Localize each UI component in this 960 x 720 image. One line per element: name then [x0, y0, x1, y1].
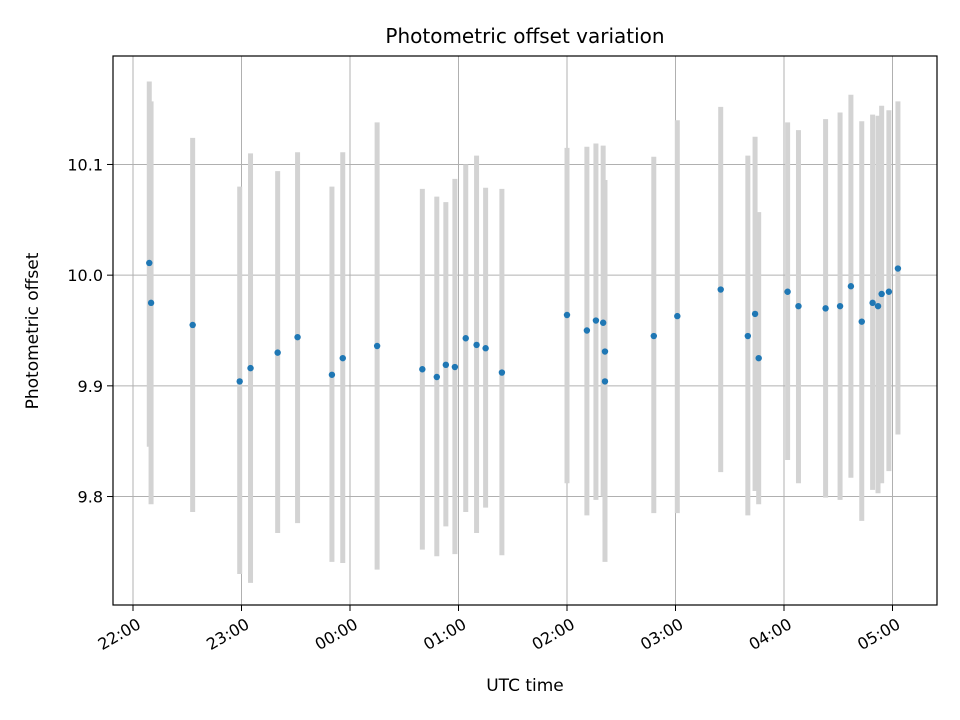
chart-title: Photometric offset variation: [385, 24, 664, 48]
data-point: [836, 302, 844, 310]
y-tick-label: 10.1: [67, 155, 103, 174]
data-point: [869, 299, 876, 307]
data-points: [146, 259, 902, 385]
data-point: [674, 312, 681, 320]
data-point: [717, 286, 724, 293]
data-point: [795, 302, 802, 310]
data-point: [583, 327, 591, 334]
data-point: [146, 259, 153, 267]
data-point: [294, 333, 301, 341]
data-point: [419, 366, 426, 373]
x-axis-label: UTC time: [486, 676, 564, 696]
data-point: [601, 348, 609, 355]
data-point: [442, 361, 450, 369]
y-axis-ticks: 9.8 9.9 10.0 10.1: [67, 155, 113, 507]
data-point: [878, 290, 885, 298]
data-point: [599, 319, 607, 326]
plot-area-frame: [112, 55, 938, 606]
data-point: [247, 364, 254, 372]
data-point: [451, 363, 459, 371]
data-point: [650, 332, 657, 340]
data-point: [601, 378, 609, 385]
y-tick-label: 10.0: [67, 266, 103, 285]
data-point: [433, 373, 440, 381]
data-point: [236, 378, 243, 385]
data-point: [751, 310, 759, 318]
data-point: [462, 335, 469, 342]
data-point: [147, 299, 155, 307]
data-point: [894, 265, 902, 272]
data-point: [847, 283, 855, 290]
y-axis-label: Photometric offset: [23, 252, 43, 409]
data-point: [784, 288, 791, 295]
data-point: [874, 302, 882, 310]
data-point: [822, 305, 829, 312]
data-point: [744, 332, 752, 340]
data-point: [482, 345, 489, 352]
data-point: [885, 288, 893, 295]
data-point: [563, 311, 571, 319]
data-point: [328, 371, 336, 378]
data-point: [473, 341, 480, 349]
y-tick-label: 9.8: [78, 488, 103, 507]
data-point: [373, 342, 381, 350]
data-point: [189, 321, 196, 329]
y-tick-label: 9.9: [78, 377, 103, 396]
data-point: [755, 354, 762, 362]
data-point: [498, 369, 506, 376]
data-point: [274, 349, 281, 356]
data-point: [339, 354, 346, 362]
data-point: [858, 318, 865, 325]
data-point: [592, 317, 600, 324]
